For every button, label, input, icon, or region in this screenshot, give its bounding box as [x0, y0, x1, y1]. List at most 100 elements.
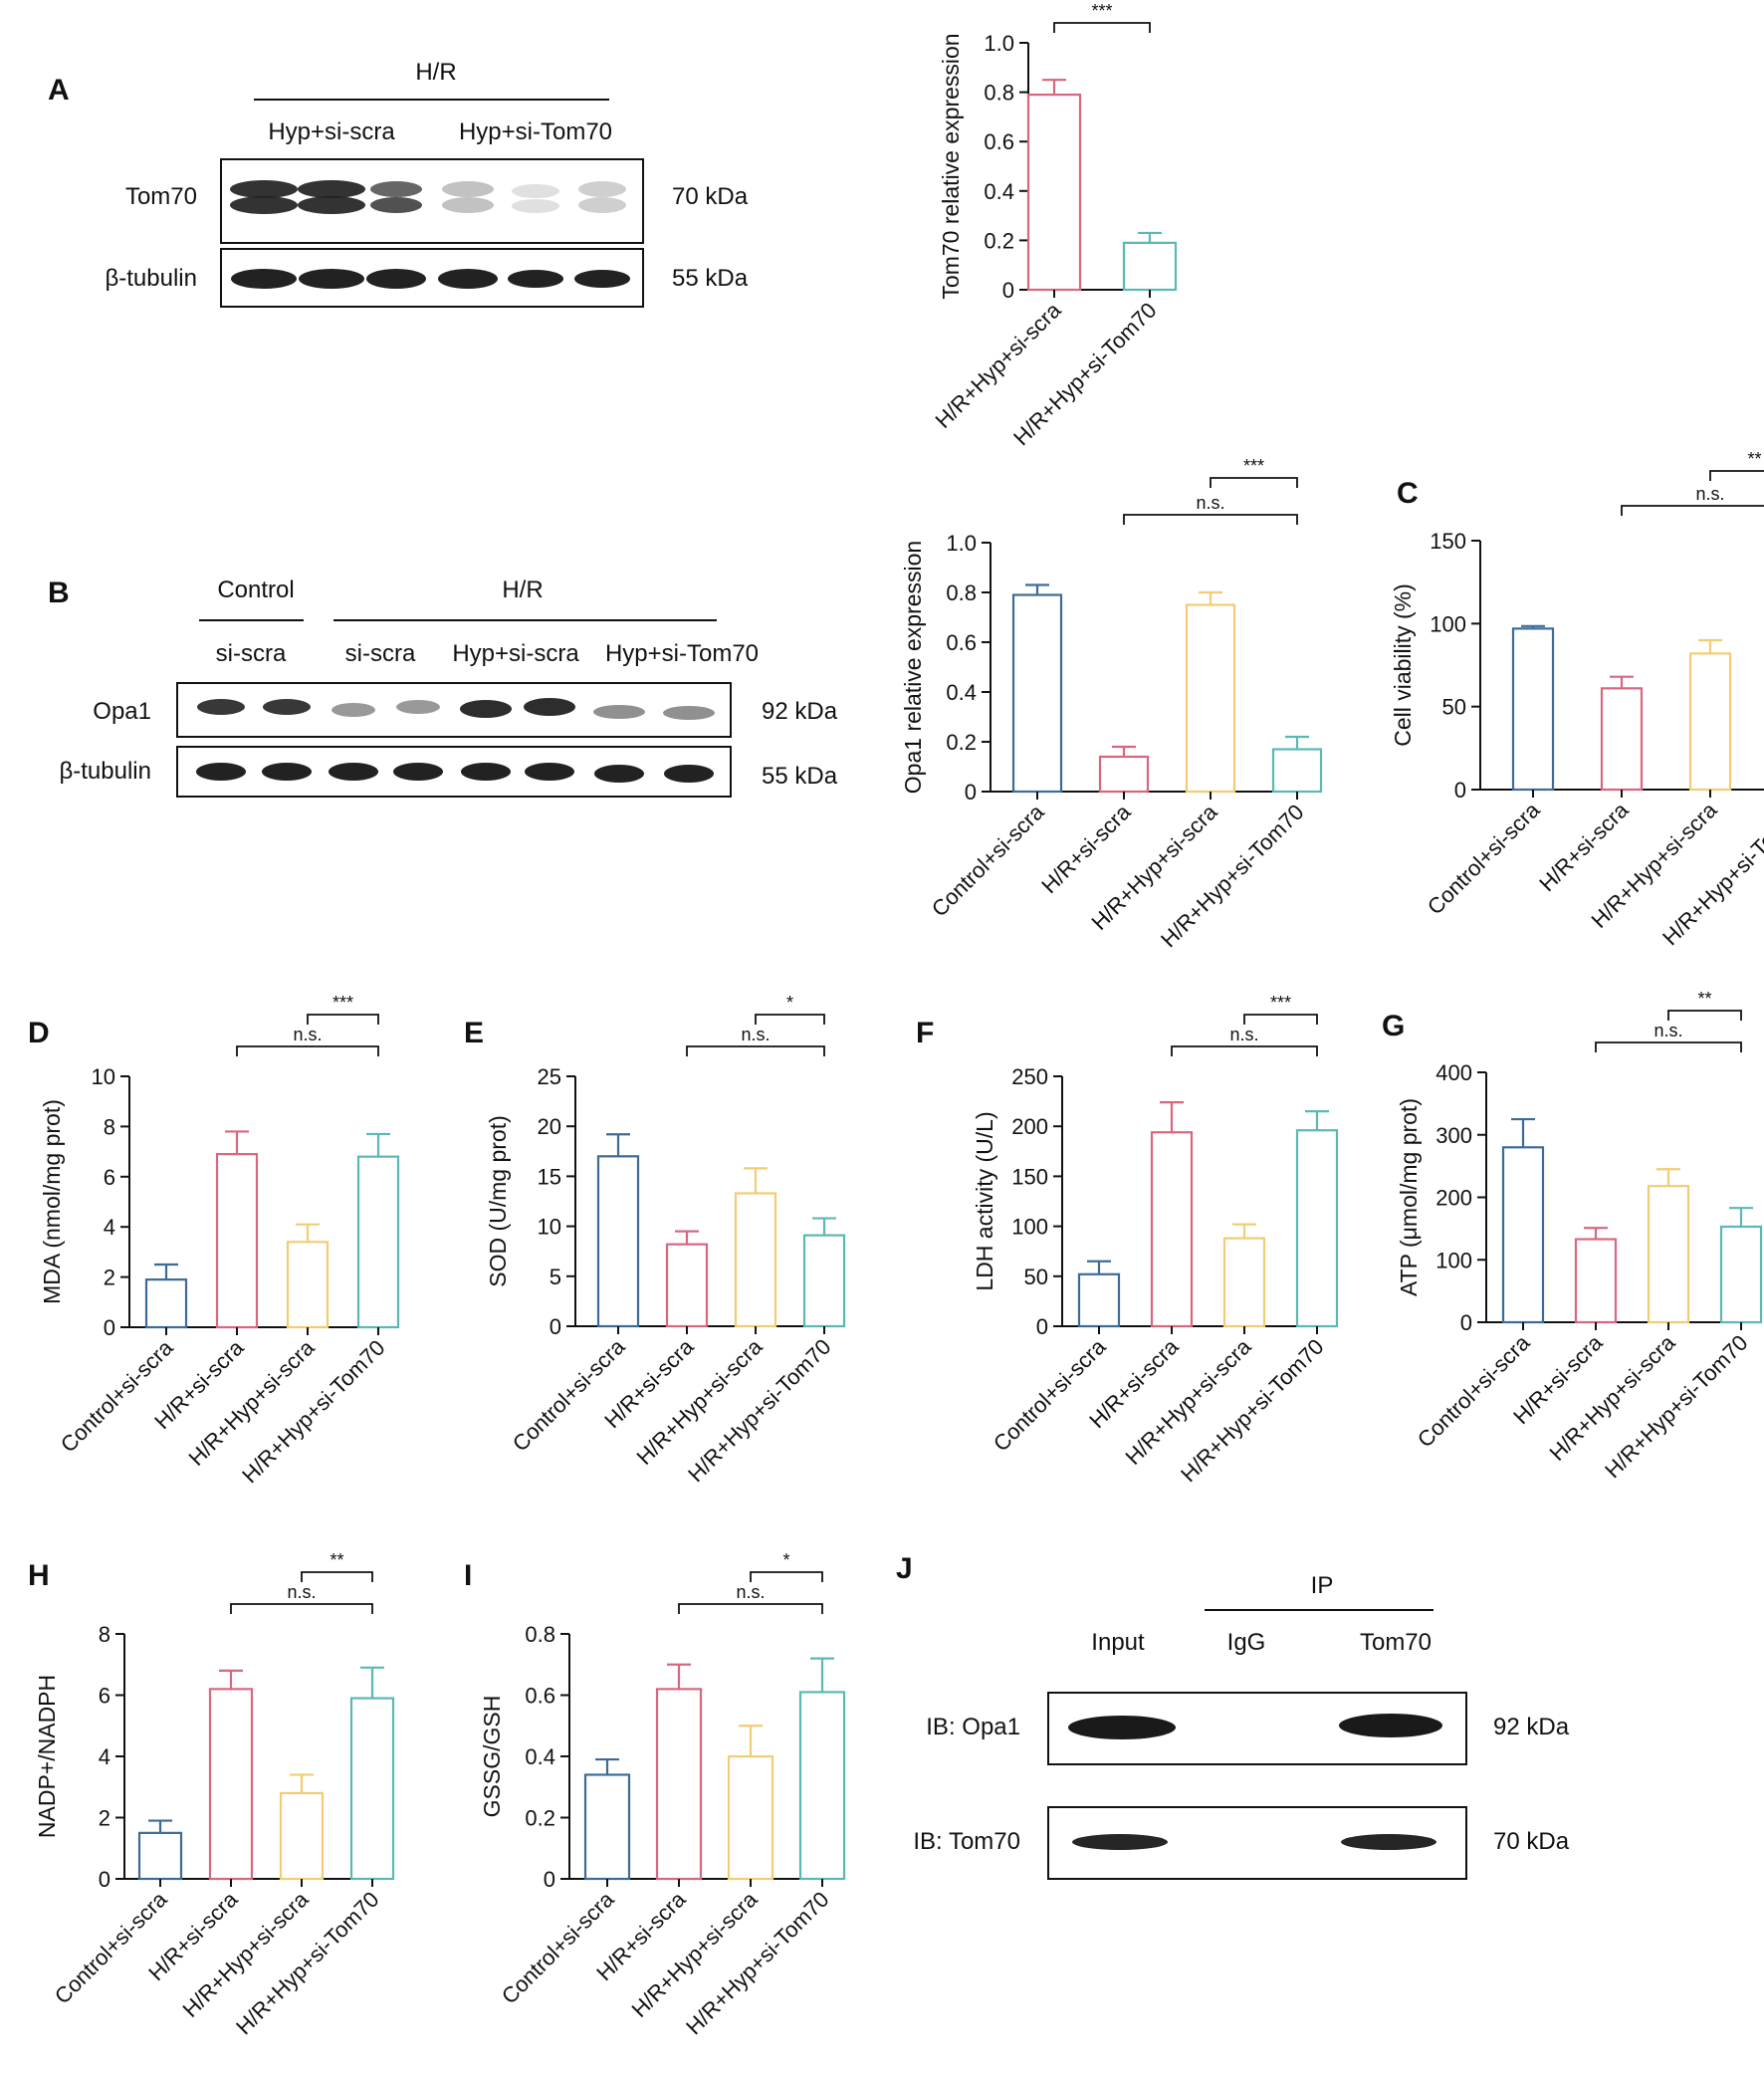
bar: [1185, 603, 1236, 794]
y-tick-label: 150: [1430, 529, 1466, 554]
significance-label: ***: [1243, 456, 1264, 476]
x-tick-label: H/R+si-scra: [1534, 797, 1634, 896]
significance-bracket: [686, 1045, 825, 1056]
significance-label: *: [782, 1550, 789, 1570]
y-axis-label: Cell viability (%): [1390, 583, 1416, 747]
x-tick-label: H/R+Hyp+si-Tom70: [1156, 800, 1308, 952]
significance-bracket: [1123, 514, 1298, 525]
blot-j-row-label-opa1: IB: Opa1: [926, 1714, 1020, 1740]
significance-label: ***: [1091, 1, 1112, 21]
y-tick-label: 0: [1454, 778, 1466, 803]
y-tick-label: 100: [1011, 1215, 1048, 1240]
bar: [655, 1688, 703, 1881]
bar: [144, 1278, 188, 1329]
y-tick-label: 4: [104, 1215, 115, 1240]
y-tick-label: 4: [99, 1744, 110, 1769]
panel-label-e: E: [464, 1017, 484, 1049]
blot-b-kda-opa1: 92 kDa: [762, 698, 838, 725]
y-tick-label: 6: [99, 1684, 110, 1709]
significance-label: n.s.: [741, 1025, 770, 1044]
y-tick-label: 0.8: [946, 580, 977, 605]
blot-b-group-4: Hyp+si-Tom70: [605, 640, 759, 667]
bar: [596, 1155, 640, 1328]
significance-bracket: [678, 1603, 823, 1614]
y-axis-label: ATP (μmol/mg prot): [1396, 1098, 1422, 1296]
blot-panel-b: B Control H/R si-scra si-scra Hyp+si-scr…: [48, 577, 838, 798]
chart-a-bar: 0 0.2 0.4 0.6 0.8 1.0 Tom70 relative expressio…: [930, 1, 1178, 450]
panel-label-j: J: [896, 1552, 913, 1585]
y-axis-label: MDA (nmol/mg prot): [39, 1099, 65, 1304]
blot-a-kda-tubulin: 55 kDa: [672, 265, 749, 292]
y-tick-label: 0.2: [984, 228, 1014, 253]
bar: [356, 1155, 400, 1329]
y-tick-label: 1.0: [946, 531, 977, 556]
y-tick-label: 15: [538, 1164, 561, 1189]
blot-b-row-label-tubulin: β-tubulin: [59, 758, 151, 785]
chart-b-bar: 0 0.2 0.4 0.6 0.8 1.0 Opa1 relative expression…: [900, 456, 1323, 952]
x-tick-label: Control+si-scra: [497, 1886, 619, 2008]
y-tick-label: 0.6: [525, 1684, 555, 1709]
chart-f: F 0 50 100 150 200 250 LDH activity (U/L) Contro…: [916, 993, 1339, 1487]
blot-b-bands-opa1: [197, 698, 715, 720]
y-tick-label: 2: [99, 1806, 110, 1831]
bar: [1501, 1146, 1545, 1324]
bar: [279, 1791, 325, 1881]
x-tick-label: Control+si-scra: [50, 1886, 172, 2008]
blot-a-row-label-tom70: Tom70: [125, 183, 197, 210]
chart-e: E 0 5 10 15 20 25 SOD (U/mg prot) Control+si-scr…: [464, 993, 846, 1487]
blot-a-kda-tom70: 70 kDa: [672, 183, 749, 210]
x-tick-label: H/R+Hyp+si-scra: [183, 1334, 320, 1471]
blot-j-lane-input: Input: [1091, 1629, 1145, 1656]
significance-label: **: [1697, 989, 1711, 1009]
significance-label: *: [786, 993, 793, 1013]
x-tick-label: H/R+Hyp+si-scra: [1120, 1333, 1256, 1470]
y-tick-label: 100: [1435, 1248, 1472, 1272]
bar: [208, 1688, 254, 1881]
blot-a-bands-tom70: [230, 180, 626, 214]
x-tick-label: H/R+Hyp+si-scra: [631, 1333, 768, 1470]
x-tick-label: H/R+Hyp+si-scra: [177, 1886, 314, 2022]
significance-label: n.s.: [1695, 484, 1724, 504]
blot-b-membrane-opa1: [176, 682, 732, 738]
panel-label-a: A: [48, 74, 70, 107]
blot-j-header-ip: IP: [1311, 1572, 1334, 1599]
y-tick-label: 0: [1002, 278, 1014, 303]
y-tick-label: 0.4: [946, 680, 977, 705]
y-tick-label: 50: [1024, 1265, 1048, 1289]
y-tick-label: 0: [965, 780, 977, 805]
bar: [137, 1831, 183, 1881]
bar: [583, 1773, 631, 1881]
blot-j-kda-tom70: 70 kDa: [1493, 1828, 1570, 1855]
significance-label: ***: [1270, 993, 1291, 1013]
significance-bracket: [1709, 470, 1764, 481]
bar: [734, 1192, 777, 1328]
bar: [1719, 1225, 1763, 1324]
y-tick-label: 10: [538, 1215, 561, 1240]
y-tick-label: 20: [538, 1114, 561, 1139]
y-tick-label: 5: [550, 1265, 561, 1289]
blot-a-header: H/R: [415, 59, 456, 86]
blot-b-membrane-tubulin: [176, 746, 732, 798]
y-tick-label: 8: [99, 1622, 110, 1647]
y-tick-label: 0: [1460, 1310, 1472, 1335]
bar: [802, 1234, 846, 1328]
y-axis-label: SOD (U/mg prot): [485, 1115, 511, 1287]
y-tick-label: 0: [99, 1867, 110, 1892]
blot-b-header-control: Control: [217, 577, 294, 603]
blot-panel-j: J IP Input IgG Tom70 IB: Opa1 92 kDa IB:…: [896, 1552, 1570, 1880]
blot-b-group-1: si-scra: [216, 640, 287, 667]
blot-a-bands-tubulin: [231, 269, 630, 289]
bar: [215, 1153, 259, 1329]
bar: [1574, 1238, 1618, 1324]
significance-label: n.s.: [1654, 1021, 1682, 1040]
x-tick-label: Control+si-scra: [508, 1333, 630, 1456]
y-tick-label: 8: [104, 1114, 115, 1139]
blot-b-kda-tubulin: 55 kDa: [762, 763, 838, 790]
panel-label-b: B: [48, 577, 70, 609]
x-tick-label: Control+si-scra: [1413, 1329, 1535, 1452]
y-tick-label: 0: [544, 1867, 555, 1892]
y-axis-label: Tom70 relative expression: [938, 33, 964, 299]
y-tick-label: 150: [1011, 1164, 1048, 1189]
y-tick-label: 400: [1435, 1060, 1472, 1085]
y-tick-label: 1.0: [984, 31, 1014, 56]
